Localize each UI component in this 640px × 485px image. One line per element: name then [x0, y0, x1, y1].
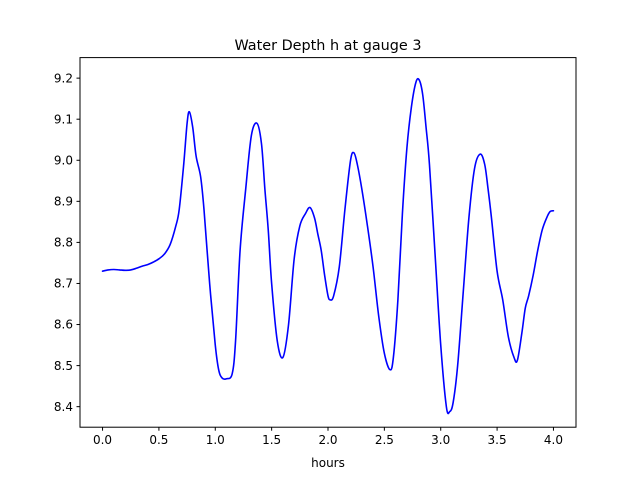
x-tick-label: 3.0	[431, 433, 450, 447]
y-tick-label: 8.4	[54, 400, 73, 414]
x-tick-label: 3.5	[488, 433, 507, 447]
y-tick-label: 8.7	[54, 277, 73, 291]
x-tick-label: 0.0	[93, 433, 112, 447]
y-tick-label: 8.6	[54, 318, 73, 332]
chart-title: Water Depth h at gauge 3	[234, 38, 421, 54]
series-layer	[101, 77, 555, 415]
x-tick-label: 0.5	[149, 433, 168, 447]
y-tick-label: 9.1	[54, 112, 73, 126]
series-line-0	[101, 77, 555, 415]
x-tick-label: 1.5	[262, 433, 281, 447]
x-tick-label: 4.0	[544, 433, 563, 447]
x-tick-label: 2.0	[318, 433, 337, 447]
y-tick-label: 8.9	[54, 195, 73, 209]
y-tick-label: 8.8	[54, 236, 73, 250]
x-tick-label: 1.0	[206, 433, 225, 447]
x-tick-label: 2.5	[375, 433, 394, 447]
y-tick-label: 8.5	[54, 359, 73, 373]
y-tick-label: 9.0	[54, 153, 73, 167]
y-axis: 8.4 8.5 8.6 8.7 8.8 8.9 9.0 9.1 9.2	[54, 71, 80, 414]
y-tick-label: 9.2	[54, 71, 73, 85]
x-axis: 0.0 0.5 1.0 1.5 2.0 2.5 3.0 3.5 4.0	[93, 427, 563, 447]
x-axis-label: hours	[311, 456, 345, 470]
